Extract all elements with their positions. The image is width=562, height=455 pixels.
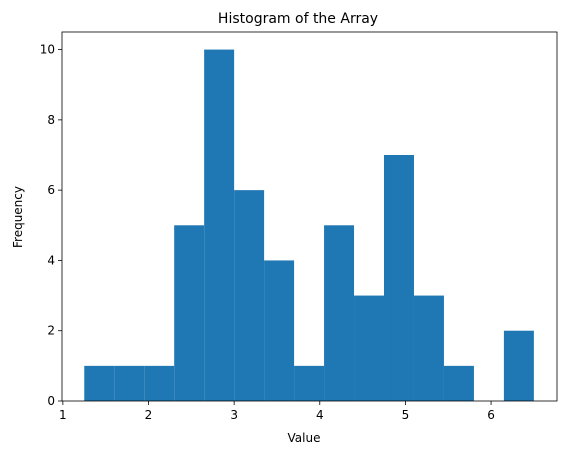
y-tick-label: 8 [47, 113, 55, 127]
histogram-bar [174, 225, 205, 401]
histogram-bar [503, 330, 534, 401]
x-tick-label: 3 [230, 408, 238, 422]
x-axis-label: Value [288, 431, 321, 445]
x-tick-label: 1 [59, 408, 67, 422]
y-tick-label: 10 [40, 43, 55, 57]
x-axis-ticks: 1 2 3 4 5 6 [59, 401, 495, 422]
histogram-bar [204, 49, 235, 401]
y-axis-label: Frequency [11, 186, 25, 248]
y-axis-ticks: 0 2 4 6 8 10 [40, 43, 62, 408]
y-tick-label: 6 [47, 183, 55, 197]
x-tick-label: 2 [145, 408, 153, 422]
histogram-bar [443, 365, 474, 401]
x-tick-label: 4 [316, 408, 324, 422]
histogram-bar [384, 155, 414, 401]
histogram-bar [114, 365, 145, 401]
x-tick-label: 5 [402, 408, 410, 422]
y-tick-label: 4 [47, 253, 55, 267]
x-tick-label: 6 [487, 408, 495, 422]
histogram-bar [324, 225, 355, 401]
histogram-bar [413, 295, 444, 401]
histogram-bar [264, 260, 295, 401]
y-tick-label: 2 [47, 324, 55, 338]
histogram-bar [294, 365, 325, 401]
histogram-bar [234, 190, 265, 401]
y-tick-label: 0 [47, 394, 55, 408]
histogram-bar [84, 365, 115, 401]
chart-title: Histogram of the Array [218, 11, 378, 27]
histogram-bar [144, 365, 175, 401]
histogram-bar [354, 295, 384, 401]
plot-frame [61, 31, 558, 402]
bars-group [84, 49, 534, 401]
